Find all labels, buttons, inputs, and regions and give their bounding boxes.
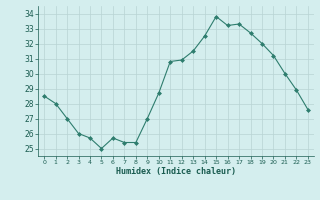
X-axis label: Humidex (Indice chaleur): Humidex (Indice chaleur): [116, 167, 236, 176]
